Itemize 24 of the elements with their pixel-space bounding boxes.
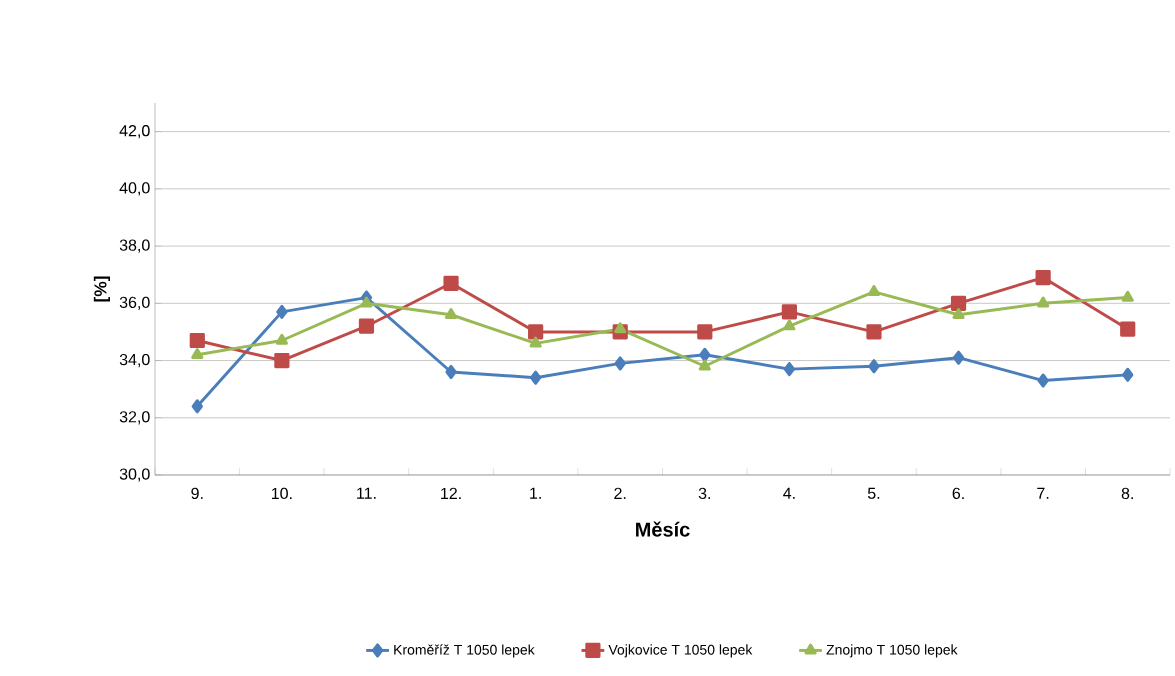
y-tick-label: 40,0 (119, 182, 150, 196)
y-tick-label: 38,0 (119, 239, 150, 253)
y-tick-label: 34,0 (119, 353, 150, 368)
x-tick-label: 12. (441, 487, 461, 499)
x-tick-label: 8. (1121, 487, 1133, 500)
x-tick-label: 4. (783, 487, 795, 499)
x-tick-label: 10. (271, 487, 292, 500)
x-axis-title: Měsíc (636, 521, 690, 537)
x-tick-label: 9. (191, 487, 203, 500)
legend-label: Vojkovice T 1050 lepek (608, 644, 753, 658)
y-tick-label: 30,0 (119, 468, 150, 482)
x-tick-label: 3. (698, 487, 711, 500)
y-axis-title: [%] (93, 276, 110, 302)
x-tick-label: 2. (614, 487, 626, 499)
x-tick-label: 5. (867, 487, 880, 499)
y-tick-label: 36,0 (119, 296, 150, 310)
y-tick-label: 32,0 (119, 411, 150, 425)
x-tick-label: 1. (530, 487, 541, 499)
legend-label: Kroměříž T 1050 lepek (394, 644, 535, 658)
legend-label: Znojmo T 1050 lepek (826, 644, 958, 658)
x-tick-label: 7. (1037, 487, 1049, 499)
x-tick-label: 6. (952, 487, 964, 500)
y-tick-label: 42,0 (119, 125, 150, 139)
x-tick-label: 11. (357, 487, 376, 499)
